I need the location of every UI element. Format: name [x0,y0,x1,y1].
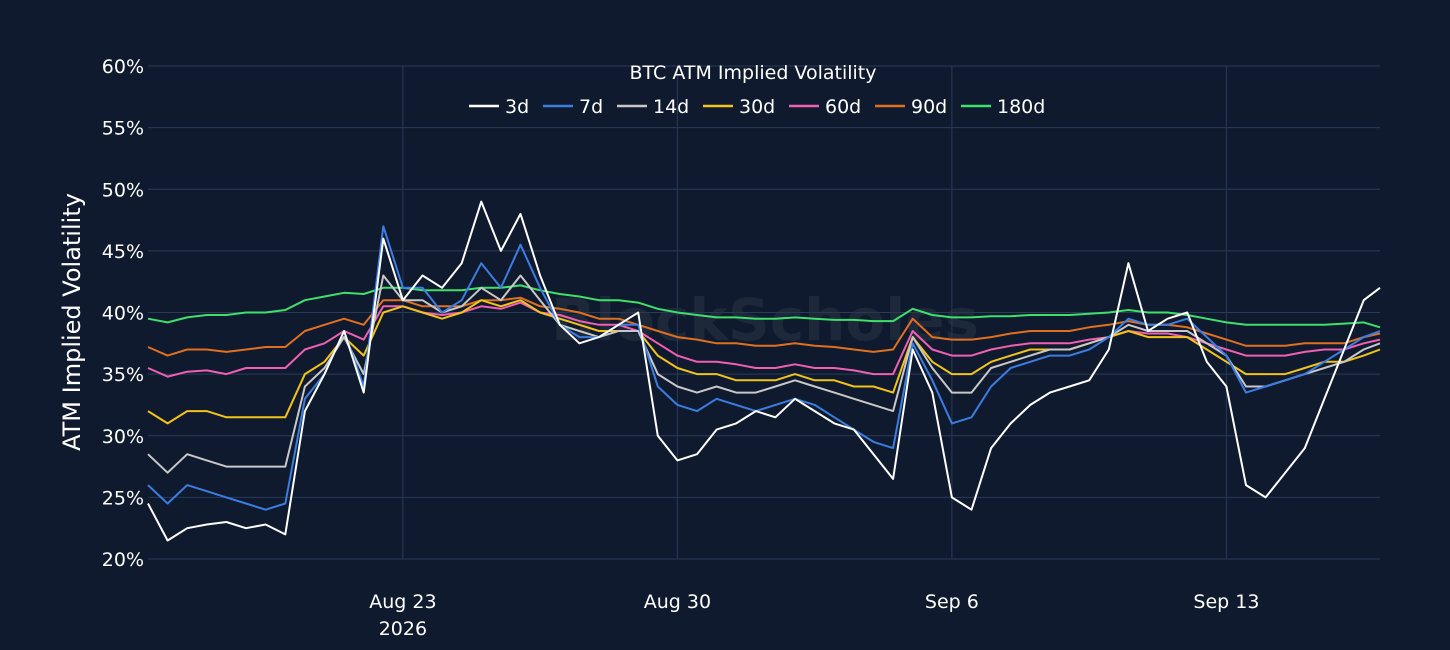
series-line-90d [147,296,1381,357]
x-tick-label: Aug 30 [644,591,711,613]
y-tick-label: 55% [102,118,144,140]
legend-label: 7d [579,96,603,118]
x-tick-label: Aug 23 [369,591,436,613]
series-line-180d [147,284,1381,329]
y-tick-label: 20% [102,549,144,571]
legend-label: 3d [505,96,529,118]
legend-item-14d[interactable]: 14d [617,96,689,118]
series-layer [147,200,1381,542]
x-tick-label: Sep 13 [1193,591,1259,613]
legend: 3d 7d 14d 30d 60d 90d 180d [469,96,1045,118]
grid-layer [148,65,1380,560]
legend-item-60d[interactable]: 60d [789,96,861,118]
chart-title: BTC ATM Implied Volatility [630,62,877,84]
x-axis: Aug 23 2026 Aug 30 Sep 6 Sep 13 [369,591,1259,640]
y-tick-label: 60% [102,56,144,78]
legend-label: 90d [911,96,947,118]
legend-label: 14d [653,96,689,118]
y-tick-label: 25% [102,487,144,509]
legend-item-30d[interactable]: 30d [703,96,775,118]
y-axis-title: ATM Implied Volatility [58,193,86,451]
legend-label: 30d [739,96,775,118]
series-line-60d [147,301,1381,378]
y-tick-label: 50% [102,179,144,201]
series-line-30d [147,299,1381,425]
y-tick-label: 45% [102,241,144,263]
legend-label: 180d [997,96,1045,118]
legend-item-7d[interactable]: 7d [543,96,603,118]
y-tick-label: 30% [102,426,144,448]
legend-label: 60d [825,96,861,118]
series-line-3d [147,200,1381,542]
y-axis: 20% 25% 30% 35% 40% 45% 50% 55% 60% [102,56,144,571]
x-tick-label: Sep 6 [925,591,979,613]
legend-item-180d[interactable]: 180d [961,96,1045,118]
y-tick-label: 40% [102,303,144,325]
y-tick-label: 35% [102,364,144,386]
legend-item-90d[interactable]: 90d [875,96,947,118]
x-tick-sublabel: 2026 [379,618,427,640]
series-line-14d [147,274,1381,474]
legend-item-3d[interactable]: 3d [469,96,529,118]
